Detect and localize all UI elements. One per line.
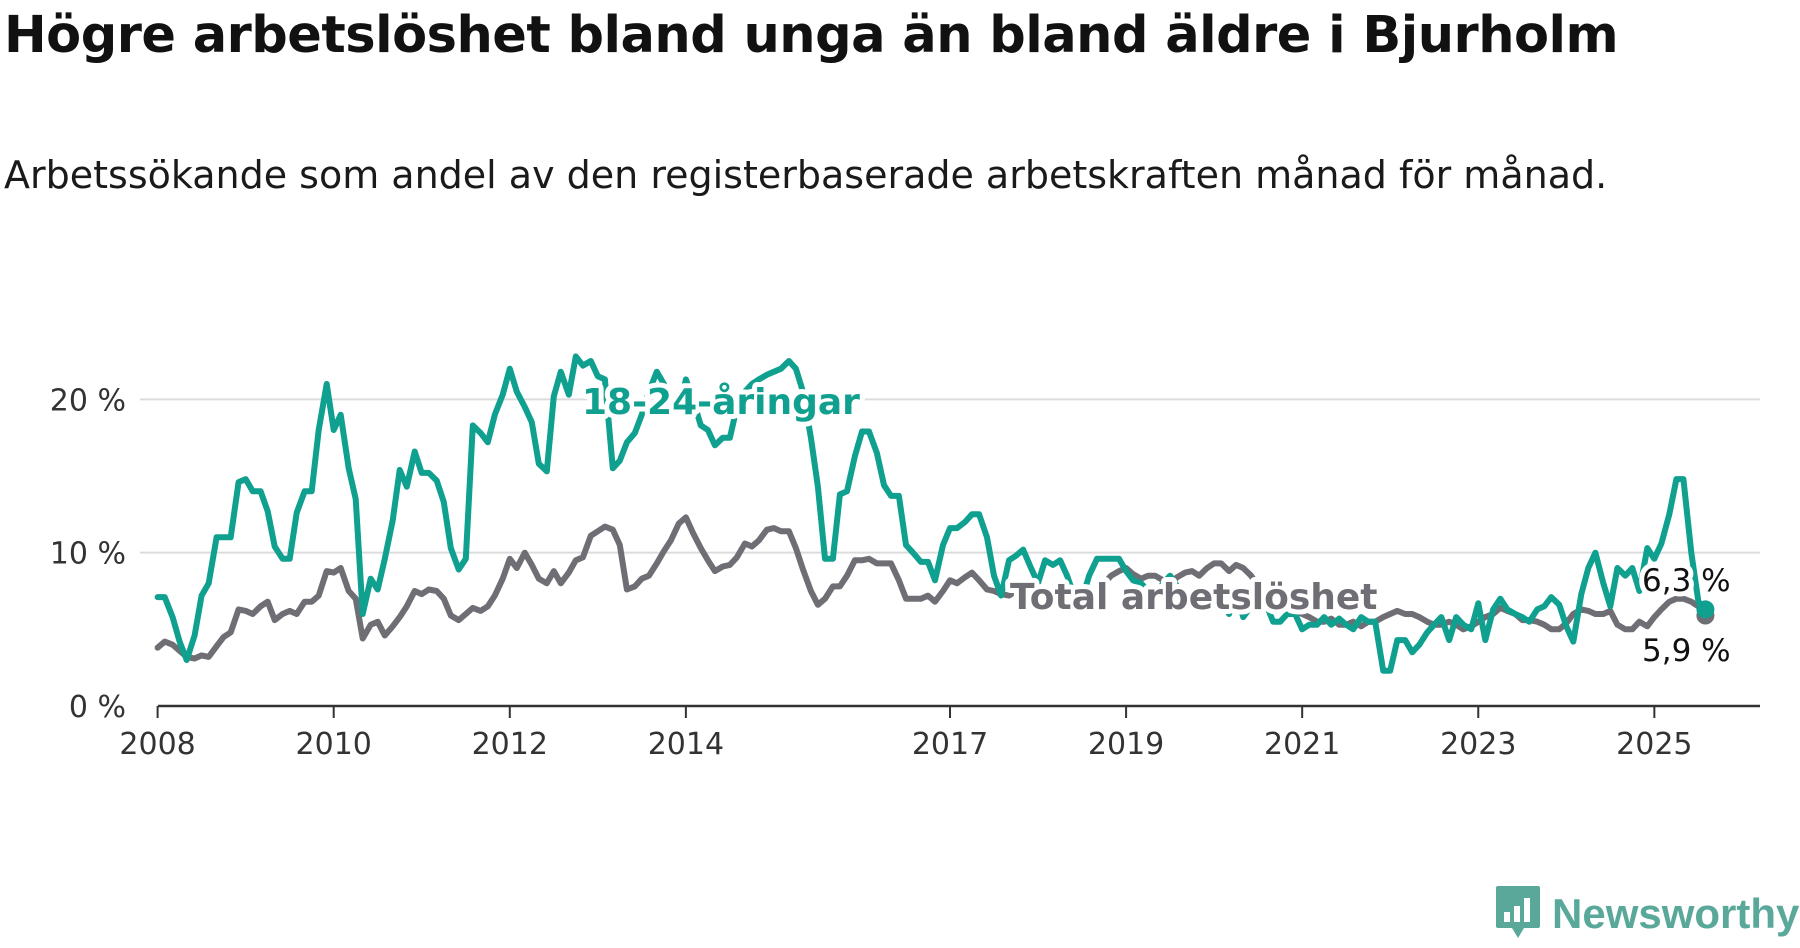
youth-end-marker xyxy=(1696,600,1715,619)
series-lines xyxy=(154,353,1715,674)
end-label-youth: 6,3 % xyxy=(1642,563,1731,599)
x-tick-label: 2021 xyxy=(1264,727,1340,762)
brand-name: Newsworthy xyxy=(1552,890,1800,937)
y-tick-label: 20 % xyxy=(50,383,126,418)
chart-subtitle: Arbetssökande som andel av den registerb… xyxy=(4,153,1608,197)
y-tick-label: 10 % xyxy=(50,537,126,572)
newsworthy-logo-icon xyxy=(1494,884,1542,944)
x-tick-label: 2019 xyxy=(1088,727,1164,762)
y-tick-label: 0 % xyxy=(69,690,126,725)
x-tick-label: 2010 xyxy=(296,727,372,762)
chart-title: Högre arbetslöshet bland unga än bland ä… xyxy=(4,6,1619,65)
x-axis-ticks: 2008 2010 2012 2014 2017 2019 2021 2023 2025 xyxy=(119,706,1693,762)
gridlines xyxy=(140,398,1760,708)
series-label-youth: 18-24-åringar xyxy=(582,382,860,423)
youth-series-line xyxy=(154,353,1709,674)
x-tick-label: 2017 xyxy=(912,727,988,762)
end-label-total: 5,9 % xyxy=(1642,633,1731,669)
x-tick-label: 2023 xyxy=(1440,727,1516,762)
x-tick-label: 2008 xyxy=(119,727,195,762)
x-tick-label: 2014 xyxy=(648,727,724,762)
total-series-line xyxy=(154,514,1709,662)
series-label-total: Total arbetslöshet xyxy=(1010,577,1378,618)
x-tick-label: 2025 xyxy=(1616,727,1692,762)
series-labels: 18-24-åringar Total arbetslöshet 6,3 % 5,9 … xyxy=(577,377,1736,674)
x-tick-label: 2012 xyxy=(472,727,548,762)
brand-logo: Newsworthy xyxy=(1494,884,1799,944)
y-axis-ticks: 0 % 10 % 20 % xyxy=(50,383,126,725)
